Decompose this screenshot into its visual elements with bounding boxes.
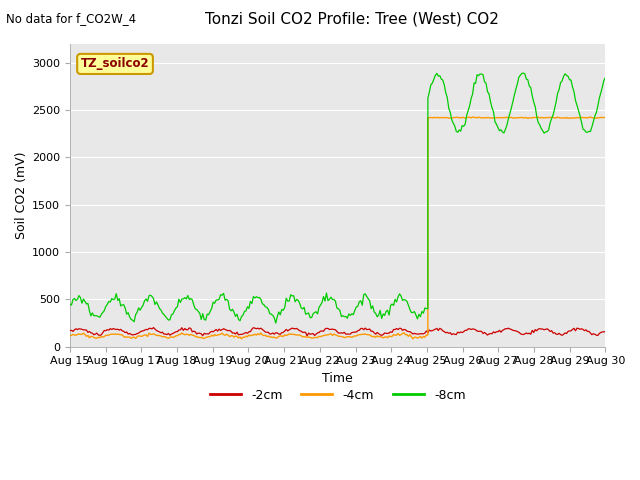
Text: No data for f_CO2W_4: No data for f_CO2W_4 xyxy=(6,12,136,25)
Text: Tonzi Soil CO2 Profile: Tree (West) CO2: Tonzi Soil CO2 Profile: Tree (West) CO2 xyxy=(205,12,499,27)
Text: TZ_soilco2: TZ_soilco2 xyxy=(81,58,149,71)
X-axis label: Time: Time xyxy=(323,372,353,385)
Legend: -2cm, -4cm, -8cm: -2cm, -4cm, -8cm xyxy=(205,384,470,407)
Y-axis label: Soil CO2 (mV): Soil CO2 (mV) xyxy=(15,152,28,239)
